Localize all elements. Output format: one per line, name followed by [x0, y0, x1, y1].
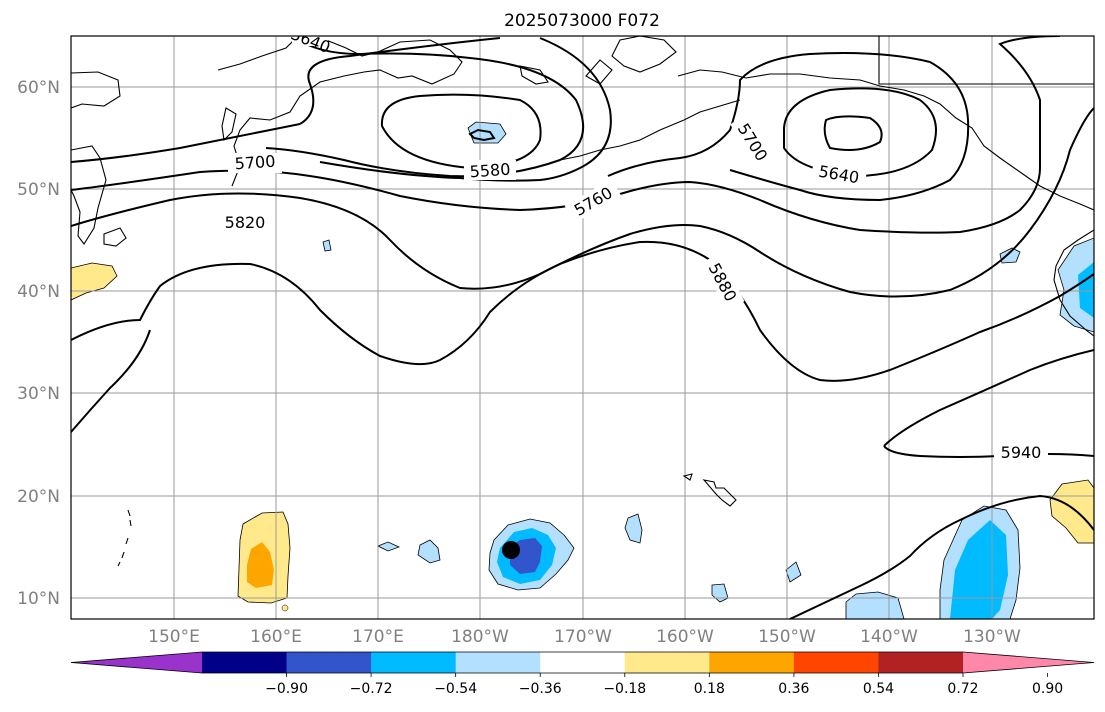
anomaly-positive-160e-core: [247, 542, 274, 588]
lon-tick-label: 140°W: [860, 627, 918, 647]
coast-alaska-main: [677, 69, 1094, 211]
colorbar-tick-label: −0.90: [265, 681, 308, 697]
colorbar-outline: [70, 651, 1095, 674]
anomaly-negative-small-1: [377, 541, 401, 552]
colorbar-segment: [371, 652, 457, 673]
height-contours: [71, 36, 1094, 619]
lon-tick-label: 150°E: [148, 627, 200, 647]
lon-tick-label: 150°W: [758, 627, 816, 647]
contour-5700-b: [299, 37, 612, 182]
contour-5640-west: [265, 37, 585, 178]
colorbar-segment: [455, 652, 541, 673]
contour-5880: [71, 240, 1094, 382]
colorbar-segment: [793, 652, 879, 673]
colorbar-tick-label: 0.36: [778, 681, 809, 697]
contour-5580-ring: [380, 93, 542, 170]
colorbar-tick-label: 0.18: [694, 681, 725, 697]
lat-axis: 60°N 50°N 40°N 30°N 20°N 10°N: [17, 78, 60, 609]
colorbar-segment: [624, 652, 710, 673]
anomaly-positive-dot: [281, 604, 289, 612]
colorbar-tick-label: 0.54: [863, 681, 894, 697]
contour-5700-c: [607, 52, 970, 202]
storm-center-marker: [502, 541, 520, 559]
colorbar-tick-label: −0.72: [350, 681, 393, 697]
colorbar: −0.90 −0.72 −0.54 −0.36 −0.18 0.18 0.36 0.54 0.7…: [70, 651, 1095, 697]
contour-5640-east: [823, 115, 883, 151]
lon-tick-label: 160°E: [250, 627, 302, 647]
coast-na-west: [1053, 229, 1094, 337]
colorbar-tick-label: −0.54: [434, 681, 477, 697]
colorbar-segment: [709, 652, 795, 673]
contour-5760: [71, 36, 1061, 234]
coast-siberia-east: [71, 145, 107, 245]
contour-5880-south: [71, 329, 151, 433]
lat-tick-label: 50°N: [17, 180, 60, 200]
contour-5580-inner: [468, 128, 496, 142]
contour-labels: 5640 5580 5700 5700 5640 5760 5820 5880 …: [218, 36, 1048, 462]
border-canada: [878, 36, 1094, 85]
lat-tick-label: 40°N: [17, 282, 60, 302]
lat-tick-label: 10°N: [17, 589, 60, 609]
colorbar-segment: [286, 652, 372, 673]
contour-5700-a: [71, 123, 301, 163]
contour-5940-south: [789, 494, 1094, 619]
colorbar-extend-low: [71, 652, 202, 673]
coast-sakhalin: [221, 107, 237, 142]
colorbar-segment: [878, 652, 964, 673]
coast-east-asia: [71, 71, 121, 109]
anomaly-negative-small-9: [322, 239, 332, 252]
anomaly-negative-small-8: [999, 247, 1021, 264]
lon-tick-label: 170°E: [352, 627, 404, 647]
map-area: 5640 5580 5700 5700 5640 5760 5820 5880 …: [71, 36, 1094, 619]
contour-label-2: 5700: [234, 152, 276, 174]
coastlines: [71, 36, 1094, 567]
colorbar-segment: [202, 652, 288, 673]
map-title: 2025073000 F072: [504, 11, 660, 31]
contour-label-6: 5820: [225, 213, 266, 232]
colorbar-segment: [540, 652, 626, 673]
anomaly-negative-small-5: [785, 561, 802, 583]
lon-tick-label: 180°W: [451, 627, 509, 647]
lon-tick-label: 170°W: [554, 627, 612, 647]
anomaly-negative-130w-mid: [950, 520, 1008, 619]
gridlines: [71, 36, 1094, 619]
colorbar-tick-label: 0.72: [947, 681, 978, 697]
contour-5940-east-b: [883, 445, 1094, 458]
anomaly-negative-small-2: [417, 539, 441, 564]
map-frame: [70, 35, 1095, 620]
colorbar-tick-label: −0.18: [603, 681, 646, 697]
colorbar-tick-label: 0.90: [1032, 681, 1063, 697]
anomaly-shading: [71, 121, 1094, 619]
lon-axis: 150°E 160°E 170°E 180°W 170°W 160°W 150°…: [148, 627, 1021, 647]
lat-tick-label: 30°N: [17, 384, 60, 404]
coast-hawaii: [682, 473, 737, 507]
contour-5940-east: [883, 349, 1094, 447]
coast-marianas: [117, 509, 132, 567]
lon-tick-label: 160°W: [656, 627, 714, 647]
coast-japan-hokkaido: [103, 227, 127, 247]
lon-tick-label: 130°W: [963, 627, 1021, 647]
colorbar-tick-label: −0.36: [519, 681, 562, 697]
colorbar-extend-high: [963, 652, 1094, 673]
lat-tick-label: 20°N: [17, 487, 60, 507]
coast-aleutians: [559, 99, 741, 161]
anomaly-negative-small-3: [624, 513, 643, 544]
contour-label-8: 5940: [1001, 443, 1042, 462]
contour-5820: [71, 107, 1094, 298]
lat-tick-label: 60°N: [17, 78, 60, 98]
contour-label-1: 5580: [469, 160, 511, 182]
